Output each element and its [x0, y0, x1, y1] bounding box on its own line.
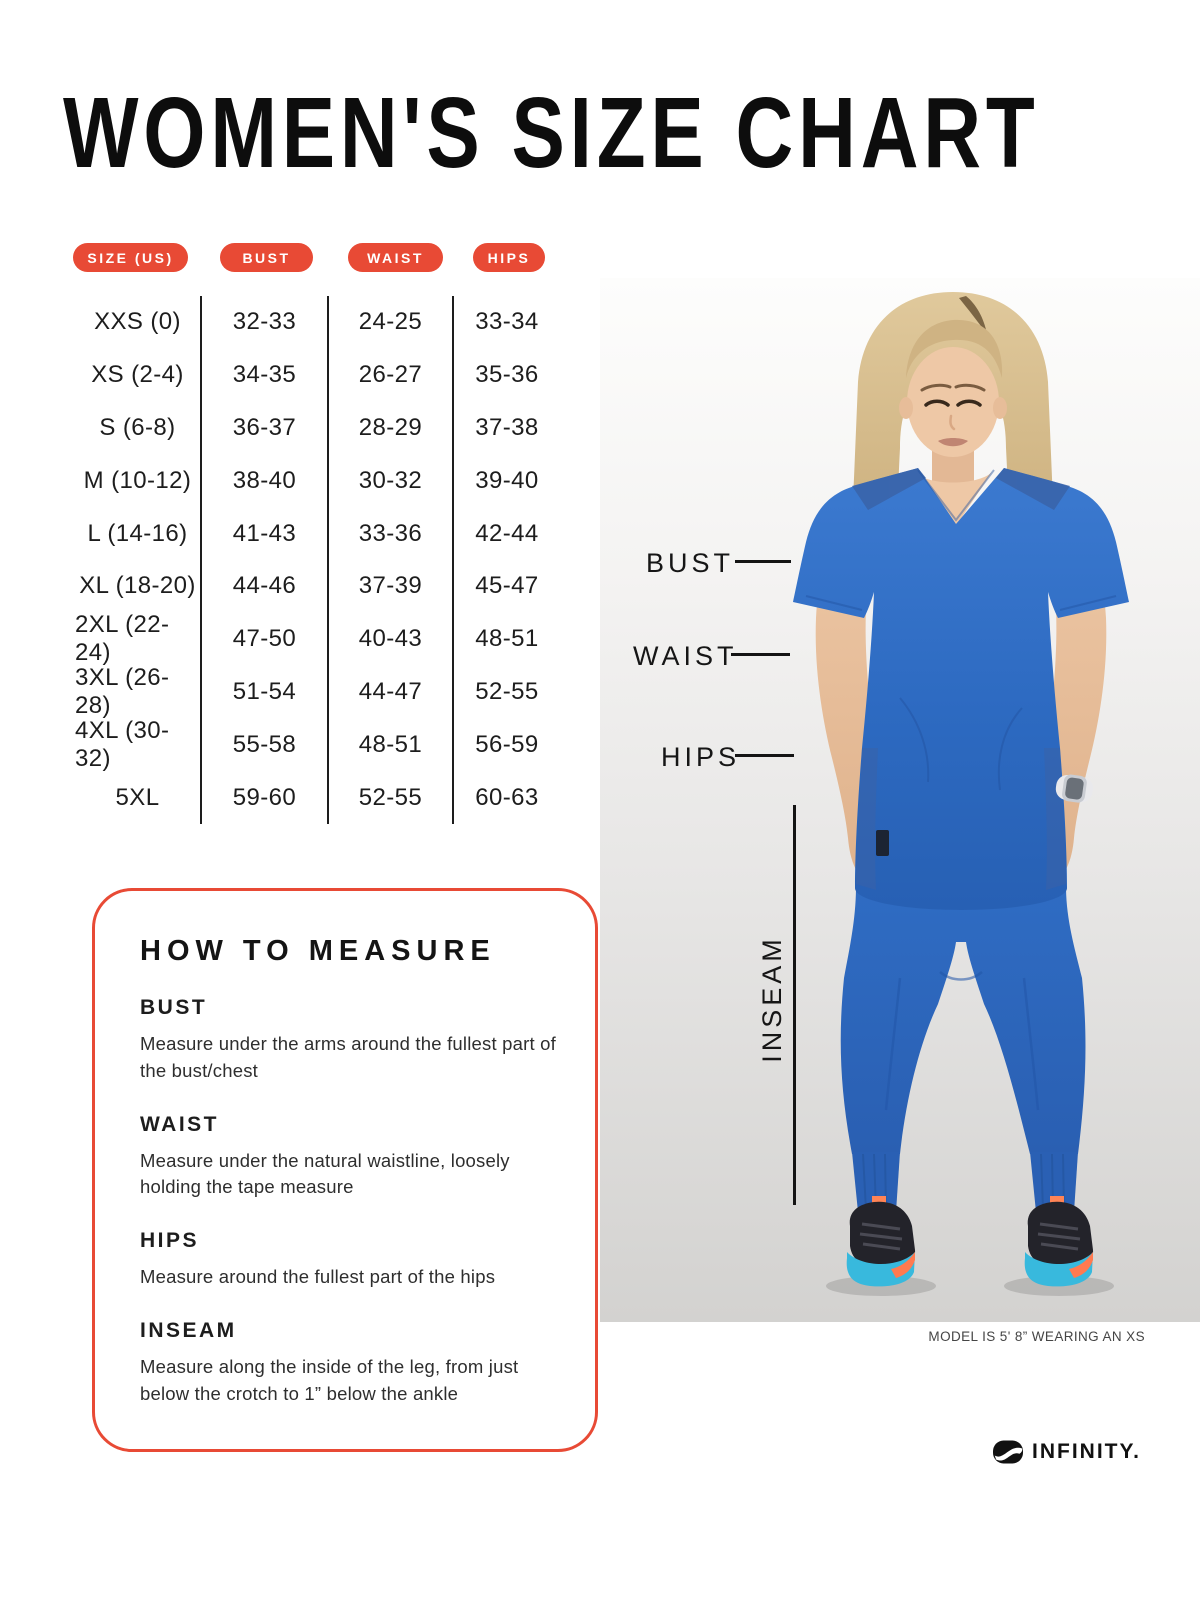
size-table: XXS (0) 32-33 24-25 33-34 XS (2-4) 34-35… — [75, 296, 560, 824]
hips-cell: 48-51 — [452, 612, 560, 666]
measure-section-text: Measure under the arms around the fulles… — [140, 1033, 556, 1081]
hips-cell: 37-38 — [452, 401, 560, 455]
waist-cell: 52-55 — [327, 771, 452, 824]
waist-cell: 24-25 — [327, 296, 452, 349]
sneaker — [846, 1196, 916, 1287]
hips-cell: 45-47 — [452, 559, 560, 613]
column-header-bust: BUST — [220, 243, 313, 272]
size-cell: L (14-16) — [87, 519, 188, 547]
hips-annotation-label: HIPS — [661, 742, 741, 772]
measure-section-heading: WAIST — [140, 1112, 219, 1136]
sneaker — [1023, 1194, 1095, 1288]
model-caption: MODEL IS 5' 8” WEARING AN XS — [928, 1329, 1145, 1344]
hair-dark-root — [959, 296, 987, 334]
hips-cell: 35-36 — [452, 348, 560, 402]
model-face — [899, 347, 1007, 457]
hips-cell: 52-55 — [452, 665, 560, 719]
bust-annotation-label: BUST — [646, 548, 735, 578]
hips-cell: 42-44 — [452, 507, 560, 560]
pants-tag — [876, 830, 889, 856]
bust-annotation-line — [735, 560, 791, 563]
pants-cuffs — [852, 1152, 1078, 1212]
model-chest — [914, 472, 992, 526]
waist-cell: 44-47 — [327, 665, 452, 719]
scrub-pants — [840, 886, 1086, 1154]
bust-cell: 55-58 — [200, 718, 327, 772]
model-hair-front — [906, 319, 1003, 378]
size-cell: 2XL (22-24) — [75, 611, 170, 667]
bust-cell: 34-35 — [200, 348, 327, 402]
bust-cell: 38-40 — [200, 454, 327, 508]
waist-cell: 40-43 — [327, 612, 452, 666]
measure-section-heading: BUST — [140, 996, 208, 1019]
waist-annotation-line — [731, 653, 790, 656]
how-to-measure-box: HOW TO MEASURE BUST Measure under the ar… — [92, 888, 598, 1452]
waist-annotation-label: WAIST — [633, 641, 738, 671]
bust-cell: 41-43 — [200, 507, 327, 560]
brand-logo: INFINITY. — [993, 1440, 1141, 1464]
model-photo-background — [600, 278, 1200, 1322]
hips-cell: 60-63 — [452, 771, 560, 824]
waist-cell: 30-32 — [327, 454, 452, 508]
measure-section-text: Measure around the fullest part of the h… — [140, 1266, 496, 1288]
bust-cell: 44-46 — [200, 559, 327, 613]
size-cell: 4XL (30-32) — [75, 716, 170, 772]
measure-section-hips: HIPS Measure around the fullest part of … — [140, 1229, 595, 1291]
size-cell: XL (18-20) — [79, 572, 196, 600]
column-header-waist: WAIST — [348, 243, 443, 272]
bust-cell: 47-50 — [200, 612, 327, 666]
column-header-size: SIZE (US) — [73, 243, 188, 272]
measure-section-inseam: INSEAM Measure along the inside of the l… — [140, 1319, 595, 1408]
measure-section-text: Measure under the natural waistline, loo… — [140, 1149, 510, 1198]
measure-section-heading: INSEAM — [140, 1319, 237, 1343]
inseam-annotation-label: INSEAM — [757, 935, 787, 1063]
waist-cell: 26-27 — [327, 348, 452, 402]
hips-annotation-line — [735, 754, 794, 757]
bust-cell: 32-33 — [200, 296, 327, 349]
hips-cell: 33-34 — [452, 296, 560, 349]
inseam-annotation-line — [793, 805, 796, 1205]
top-mesh-panels — [852, 468, 1070, 510]
size-cell: XXS (0) — [94, 308, 181, 336]
measure-section-waist: WAIST Measure under the natural waistlin… — [140, 1113, 595, 1202]
bust-cell: 51-54 — [200, 665, 327, 719]
size-cell: 3XL (26-28) — [75, 663, 170, 719]
waist-cell: 48-51 — [327, 718, 452, 772]
pants-fold-lines — [884, 971, 1040, 1111]
page-title: WOMEN'S SIZE CHART — [63, 77, 1040, 189]
scrub-top — [793, 468, 1129, 910]
model-illustration — [793, 292, 1129, 1296]
waist-cell: 28-29 — [327, 401, 452, 455]
measure-section-text: Measure along the inside of the leg, fro… — [140, 1356, 519, 1404]
smartwatch — [1055, 774, 1094, 803]
top-fold-lines — [805, 469, 1117, 791]
bust-cell: 36-37 — [200, 401, 327, 455]
measure-section-heading: HIPS — [140, 1229, 200, 1253]
measure-section-bust: BUST Measure under the arms around the f… — [140, 996, 595, 1085]
size-cell: M (10-12) — [83, 466, 192, 494]
hips-cell: 56-59 — [452, 718, 560, 772]
how-to-measure-title: HOW TO MEASURE — [140, 935, 496, 967]
bust-cell: 59-60 — [200, 771, 327, 824]
size-cell: 5XL — [115, 783, 160, 811]
column-header-hips: HIPS — [473, 243, 545, 272]
size-cell: XS (2-4) — [91, 361, 184, 389]
waist-cell: 33-36 — [327, 507, 452, 560]
brand-wordmark: INFINITY. — [1032, 1440, 1142, 1463]
infinity-loop-icon — [993, 1440, 1023, 1464]
waist-cell: 37-39 — [327, 559, 452, 613]
size-cell: S (6-8) — [99, 413, 176, 441]
hips-cell: 39-40 — [452, 454, 560, 508]
